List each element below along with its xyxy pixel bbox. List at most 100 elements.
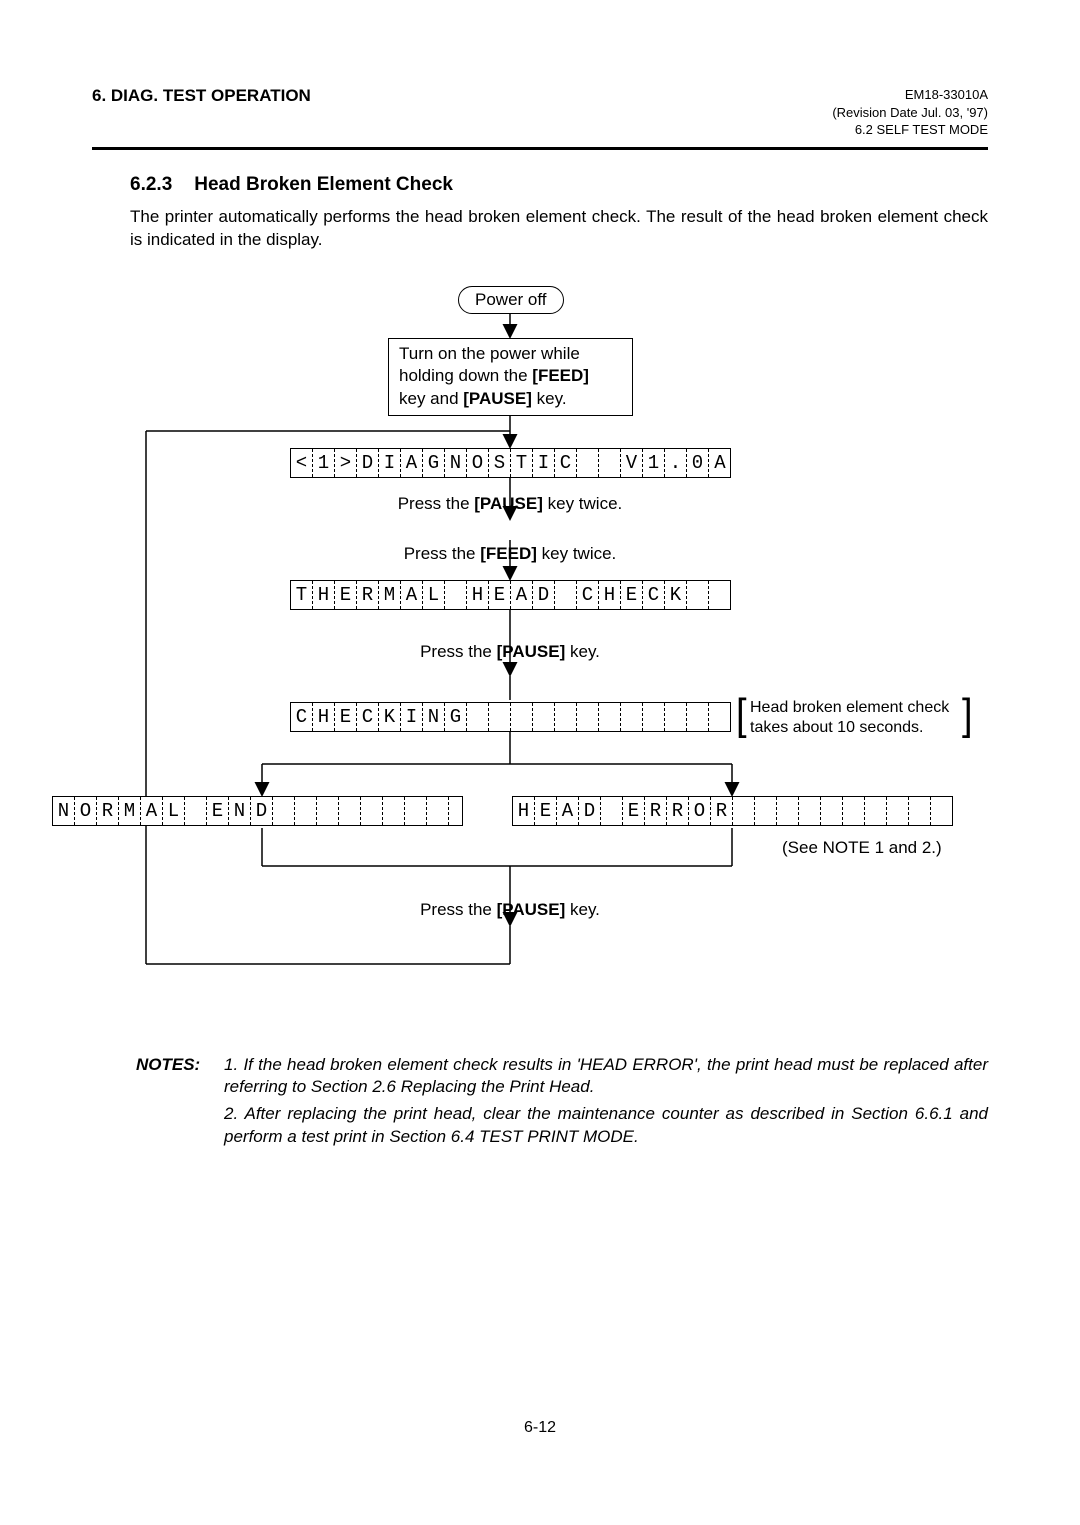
lcd-cell: E bbox=[621, 581, 643, 609]
lcd-cell bbox=[555, 581, 577, 609]
lcd-cell: T bbox=[511, 449, 533, 477]
lcd-cell bbox=[931, 797, 953, 825]
bracket-left: [ bbox=[736, 693, 747, 737]
lcd-cell bbox=[777, 797, 799, 825]
lcd-cell: V bbox=[621, 449, 643, 477]
header-rule bbox=[92, 147, 988, 150]
page-number: 6-12 bbox=[0, 1419, 1080, 1437]
lcd-thermal: THERMAL HEAD CHECK bbox=[290, 580, 731, 610]
lcd-cell bbox=[887, 797, 909, 825]
lcd-cell: M bbox=[379, 581, 401, 609]
caption-pause-twice: Press the [PAUSE] key twice. bbox=[378, 494, 642, 514]
note-1: 1. If the head broken element check resu… bbox=[224, 1054, 988, 1100]
header-meta: EM18-33010A (Revision Date Jul. 03, '97)… bbox=[832, 86, 988, 139]
lcd-cell bbox=[843, 797, 865, 825]
lcd-cell: R bbox=[711, 797, 733, 825]
lcd-cell: A bbox=[557, 797, 579, 825]
lcd-cell bbox=[799, 797, 821, 825]
lcd-cell: C bbox=[577, 581, 599, 609]
lcd-cell bbox=[511, 703, 533, 731]
lcd-cell bbox=[643, 703, 665, 731]
node-power-off: Power off bbox=[458, 286, 564, 314]
lcd-cell bbox=[427, 797, 449, 825]
lcd-cell: 0 bbox=[687, 449, 709, 477]
note-2: 2. After replacing the print head, clear… bbox=[224, 1103, 988, 1149]
lcd-cell: A bbox=[511, 581, 533, 609]
lcd-cell bbox=[339, 797, 361, 825]
lcd-head-error: HEAD ERROR bbox=[512, 796, 953, 826]
lcd-cell: H bbox=[313, 581, 335, 609]
lcd-cell bbox=[709, 581, 731, 609]
lcd-cell: E bbox=[489, 581, 511, 609]
lcd-cell: S bbox=[489, 449, 511, 477]
lcd-cell: O bbox=[467, 449, 489, 477]
lcd-cell bbox=[687, 703, 709, 731]
doc-id: EM18-33010A bbox=[832, 86, 988, 104]
lcd-cell: I bbox=[401, 703, 423, 731]
lcd-cell: M bbox=[119, 797, 141, 825]
lcd-cell: D bbox=[533, 581, 555, 609]
lcd-cell bbox=[467, 703, 489, 731]
lcd-cell: A bbox=[401, 449, 423, 477]
lcd-cell bbox=[489, 703, 511, 731]
lcd-cell: N bbox=[445, 449, 467, 477]
lcd-cell bbox=[599, 703, 621, 731]
lcd-cell: 1 bbox=[643, 449, 665, 477]
lcd-cell bbox=[185, 797, 207, 825]
lcd-cell bbox=[909, 797, 931, 825]
lcd-cell bbox=[599, 449, 621, 477]
intro-paragraph: The printer automatically performs the h… bbox=[130, 206, 988, 252]
lcd-cell: H bbox=[467, 581, 489, 609]
lcd-cell bbox=[273, 797, 295, 825]
lcd-cell bbox=[865, 797, 887, 825]
lcd-cell bbox=[405, 797, 427, 825]
lcd-cell: N bbox=[53, 797, 75, 825]
caption-press-pause-2: Press the [PAUSE] key. bbox=[402, 900, 618, 920]
lcd-cell: K bbox=[379, 703, 401, 731]
subsection-ref: 6.2 SELF TEST MODE bbox=[832, 121, 988, 139]
lcd-cell: 1 bbox=[313, 449, 335, 477]
lcd-cell bbox=[621, 703, 643, 731]
lcd-cell: C bbox=[643, 581, 665, 609]
section-heading: 6.2.3Head Broken Element Check bbox=[130, 174, 988, 196]
lcd-cell: R bbox=[645, 797, 667, 825]
lcd-cell: O bbox=[75, 797, 97, 825]
notes-block: NOTES: 1. If the head broken element che… bbox=[136, 1054, 988, 1150]
lcd-cell: < bbox=[291, 449, 313, 477]
lcd-cell bbox=[361, 797, 383, 825]
lcd-cell: C bbox=[291, 703, 313, 731]
bracket-right: ] bbox=[962, 693, 973, 737]
lcd-cell: D bbox=[579, 797, 601, 825]
lcd-cell bbox=[449, 797, 463, 825]
lcd-cell: R bbox=[357, 581, 379, 609]
lcd-cell: H bbox=[599, 581, 621, 609]
lcd-cell: A bbox=[401, 581, 423, 609]
lcd-cell: E bbox=[535, 797, 557, 825]
lcd-cell: L bbox=[163, 797, 185, 825]
lcd-cell bbox=[555, 703, 577, 731]
lcd-cell: A bbox=[709, 449, 731, 477]
lcd-cell: O bbox=[689, 797, 711, 825]
lcd-cell: T bbox=[291, 581, 313, 609]
lcd-cell bbox=[383, 797, 405, 825]
lcd-cell: I bbox=[533, 449, 555, 477]
lcd-cell bbox=[601, 797, 623, 825]
see-note: (See NOTE 1 and 2.) bbox=[782, 838, 942, 858]
lcd-cell: I bbox=[379, 449, 401, 477]
node-turn-on: Turn on the power while holding down the… bbox=[388, 338, 633, 417]
lcd-checking: CHECKING bbox=[290, 702, 731, 732]
lcd-cell: C bbox=[555, 449, 577, 477]
lcd-cell: E bbox=[335, 703, 357, 731]
lcd-cell: H bbox=[313, 703, 335, 731]
lcd-cell bbox=[733, 797, 755, 825]
caption-press-pause-1: Press the [PAUSE] key. bbox=[402, 642, 618, 662]
header-section: 6. DIAG. TEST OPERATION bbox=[92, 86, 311, 106]
flowchart: Power off Turn on the power while holdin… bbox=[92, 286, 988, 1026]
lcd-cell: E bbox=[335, 581, 357, 609]
lcd-cell: R bbox=[667, 797, 689, 825]
lcd-cell bbox=[709, 703, 731, 731]
lcd-cell: D bbox=[357, 449, 379, 477]
lcd-cell: C bbox=[357, 703, 379, 731]
lcd-cell bbox=[665, 703, 687, 731]
lcd-cell: . bbox=[665, 449, 687, 477]
